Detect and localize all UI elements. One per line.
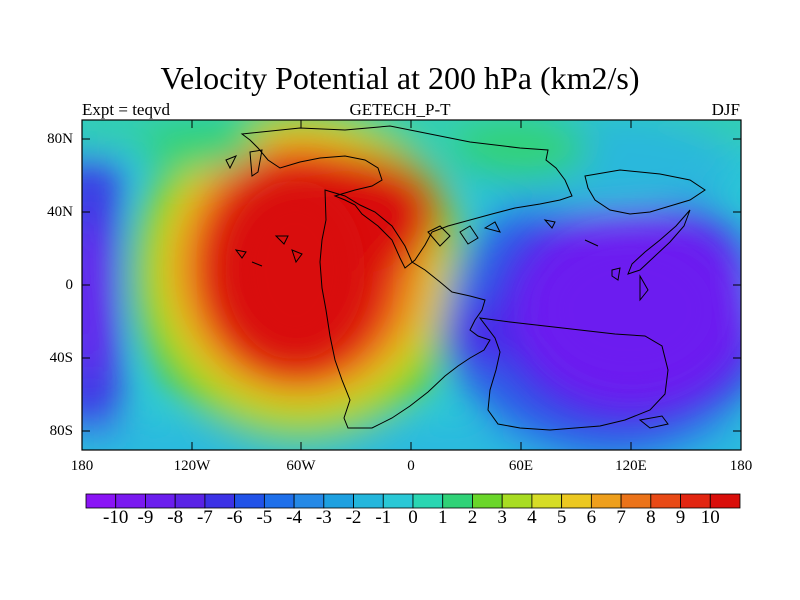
colorbar-label: 1 [437,507,448,528]
colorbar-box [501,493,533,509]
coastline-north-continent [240,125,573,269]
lon-tick-label: 60E [508,458,534,474]
map-title: Velocity Potential at 200 hPa (km2/s) [160,60,640,96]
coastline-south-america-africa [319,189,491,429]
colorbar-label: -1 [375,507,392,528]
colorbar-label: -2 [345,507,362,528]
colorbar-label: 7 [616,507,626,528]
colorbar-label: -6 [226,507,243,528]
colorbar-box [709,493,741,509]
colorbar-box [590,493,622,509]
lat-tick-label: 40N [47,204,73,220]
center-string: GETECH_P-T [349,100,451,119]
colorbar-box [531,493,563,509]
colorbar-label: 8 [646,507,656,528]
colorbar-box [115,493,146,509]
colorbar-label: -10 [103,507,129,528]
colorbar-box [85,493,117,509]
colorbar-box [620,493,652,509]
right-string: DJF [711,100,740,119]
lat-tick-label: 80N [47,131,73,147]
colorbar-label: 4 [527,507,537,528]
colorbar-label: -9 [137,507,154,528]
coastline-east-continent [478,317,669,431]
colorbar-box [204,493,236,509]
lon-tick-label: 180 [70,458,94,474]
colorbar-box [382,493,414,509]
colorbar-box [472,493,503,509]
colorbar-box [353,493,384,509]
colorbar-box [412,493,444,509]
lat-tick-label: 0 [65,277,74,293]
colorbar-box [442,493,473,509]
colorbar-label: 9 [675,507,686,528]
velocity-potential-field [82,120,741,450]
colorbar-label: -4 [286,507,302,528]
lat-tick-label: 80S [49,423,73,439]
colorbar-label: 0 [408,507,418,528]
colorbar-label: -8 [167,507,184,528]
colorbar-label: -5 [256,507,273,528]
colorbar-label: 6 [586,507,597,528]
colorbar-label: 10 [700,507,720,528]
colorbar-box [293,493,325,509]
lon-tick-label: 120E [615,458,647,474]
lon-tick-label: 120W [173,458,211,474]
colorbar [85,493,741,509]
colorbar-label: -3 [315,507,332,528]
colorbar-box [263,493,295,509]
colorbar-box [680,493,711,509]
lon-tick-label: 180 [729,458,753,474]
colorbar-box [323,493,354,509]
colorbar-label: -7 [196,507,213,528]
coastlines [225,125,706,431]
colorbar-label: 3 [497,507,507,528]
left-string: Expt = teqvd [82,100,170,119]
colorbar-box [561,493,592,509]
colorbar-box [650,493,681,509]
colorbar-box [234,493,265,509]
lon-tick-label: 60W [286,458,316,474]
colorbar-box [174,493,206,509]
colorbar-label: 2 [467,507,478,528]
coastline-east-island-arc [627,209,691,275]
coastline-asia-block [584,169,706,215]
colorbar-box [145,493,176,509]
axis-ticks [81,120,742,450]
lat-tick-label: 40S [49,350,73,366]
lon-tick-label: 0 [407,458,415,474]
colorbar-label: 5 [556,507,567,528]
